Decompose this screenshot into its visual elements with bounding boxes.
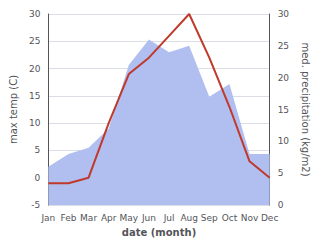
svg-text:30: 30 [278, 9, 290, 19]
svg-text:25: 25 [29, 36, 40, 46]
svg-text:med. precipitation (kg/m2): med. precipitation (kg/m2) [300, 42, 311, 176]
svg-text:Jun: Jun [141, 213, 156, 223]
svg-text:Sep: Sep [201, 213, 218, 223]
svg-text:date (month): date (month) [122, 227, 196, 238]
svg-text:Aug: Aug [180, 213, 198, 223]
svg-text:15: 15 [29, 91, 40, 101]
svg-text:Mar: Mar [80, 213, 97, 223]
svg-text:max temp (C): max temp (C) [8, 75, 19, 144]
svg-text:25: 25 [278, 41, 289, 51]
svg-text:Feb: Feb [61, 213, 77, 223]
svg-text:10: 10 [29, 118, 41, 128]
svg-text:Jan: Jan [40, 213, 55, 223]
svg-text:-5: -5 [31, 200, 40, 210]
svg-text:Apr: Apr [101, 213, 117, 223]
svg-text:0: 0 [278, 200, 284, 210]
svg-text:10: 10 [278, 136, 290, 146]
svg-text:15: 15 [278, 105, 289, 115]
svg-text:5: 5 [278, 168, 284, 178]
svg-text:Dec: Dec [261, 213, 278, 223]
svg-text:Jul: Jul [163, 213, 175, 223]
svg-text:30: 30 [29, 9, 41, 19]
svg-text:May: May [120, 213, 139, 223]
svg-text:20: 20 [29, 64, 41, 74]
svg-text:5: 5 [35, 145, 41, 155]
svg-text:0: 0 [35, 173, 41, 183]
svg-text:Nov: Nov [241, 213, 259, 223]
svg-text:Oct: Oct [222, 213, 238, 223]
svg-text:20: 20 [278, 73, 290, 83]
